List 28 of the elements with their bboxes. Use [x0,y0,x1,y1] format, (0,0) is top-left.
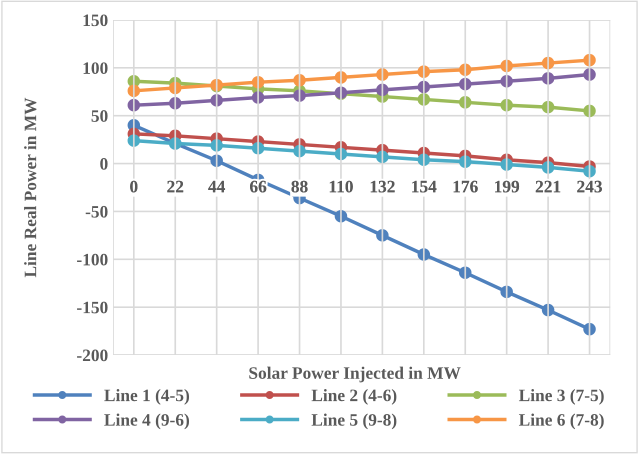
x-tick-label: 22 [167,180,184,192]
y-tick-label: 50 [92,110,108,122]
x-tick-label: 88 [291,180,308,192]
legend-label: Line 2 (4-6) [312,389,396,405]
x-tick-label: 44 [208,180,226,192]
legend-label: Line 4 (9-6) [104,414,190,430]
legend-label: Line 1 (4-5) [104,389,190,405]
x-tick-label: 132 [370,180,395,192]
x-tick-label: 0 [130,180,138,192]
y-tick-label: -150 [77,302,108,314]
y-tick-label: 0 [100,158,108,170]
y-tick-label: 150 [84,14,108,26]
x-tick-label: 243 [577,180,602,192]
legend-label: Line 3 (7-5) [518,389,604,405]
x-tick-label: 221 [536,180,560,192]
x-tick-label: 199 [495,180,520,192]
x-tick-label: 110 [330,180,353,192]
x-tick-label: 66 [250,180,266,192]
y-tick-label: -50 [86,206,108,218]
y-tick-label: -200 [77,350,108,362]
legend-label: Line 6 (7-8) [518,414,604,430]
legend-label: Line 5 (9-8) [312,414,396,430]
x-tick-label: 176 [454,180,478,192]
x-axis-title: Solar Power Injected in MW [249,366,461,382]
y-axis-title: Line Real Power in MW [24,98,36,278]
y-tick-label: 100 [84,62,108,74]
y-tick-label: -100 [77,254,108,266]
x-tick-label: 154 [412,180,437,192]
